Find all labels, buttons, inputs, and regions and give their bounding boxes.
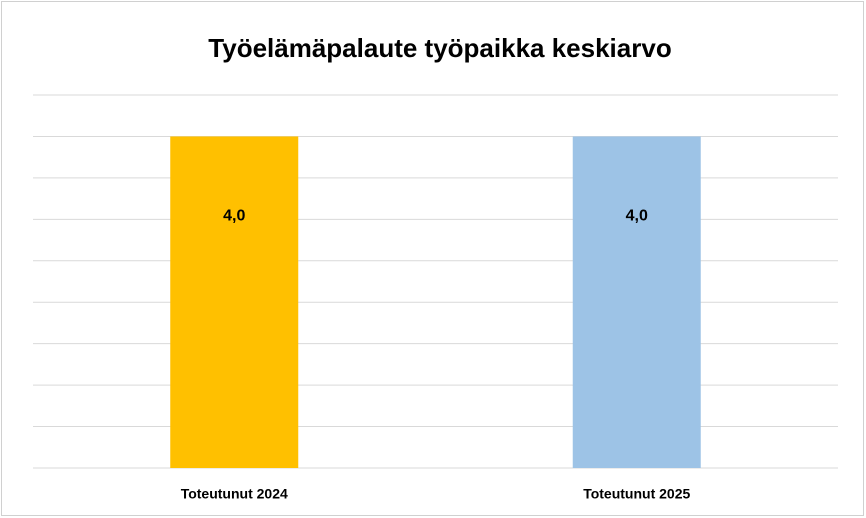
chart-title: Työelämäpalaute työpaikka keskiarvo	[208, 33, 671, 63]
data-label: 4,0	[223, 208, 245, 225]
x-tick-label: Toteutunut 2025	[583, 486, 690, 502]
data-label: 4,0	[626, 208, 648, 225]
bar	[572, 136, 701, 468]
x-tick-label: Toteutunut 2024	[181, 486, 288, 502]
bar	[170, 136, 299, 468]
